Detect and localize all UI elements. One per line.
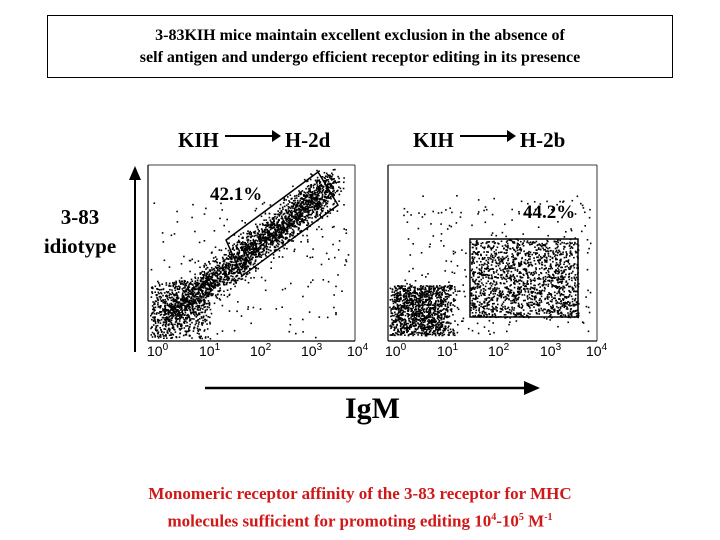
y-axis-arrow-head-icon bbox=[129, 166, 141, 180]
footer-note: Monomeric receptor affinity of the 3-83 … bbox=[40, 482, 680, 534]
panel1-arrow-icon bbox=[224, 130, 281, 143]
x-tick-label: 102 bbox=[488, 342, 510, 359]
panel1-to-label: H-2d bbox=[284, 128, 331, 152]
y-axis-line-2: idiotype bbox=[43, 234, 117, 258]
x-tick-label: 100 bbox=[385, 342, 407, 359]
x-axis-arrow-head-icon bbox=[524, 381, 540, 395]
panel1-gate-percent: 42.1% bbox=[210, 184, 263, 205]
footer-dash: -10 bbox=[496, 511, 519, 531]
footer-unit: M bbox=[523, 511, 545, 531]
footer-exp-3: -1 bbox=[544, 512, 553, 523]
panel2-gate bbox=[469, 238, 579, 318]
footer-line-2-text: molecules sufficient for promoting editi… bbox=[167, 511, 492, 531]
y-axis-label: 3-83 idiotype bbox=[30, 203, 130, 261]
title-line-2: self antigen and undergo efficient recep… bbox=[139, 49, 581, 66]
footer-line-1: Monomeric receptor affinity of the 3-83 … bbox=[148, 484, 572, 503]
panel1-flow-label: KIH H-2d bbox=[178, 128, 330, 153]
footer-exp-1: 4 bbox=[491, 512, 497, 523]
panel1-from-label: KIH bbox=[178, 128, 219, 152]
x-axis-label: IgM bbox=[345, 392, 400, 425]
footer-exp-2: 5 bbox=[518, 512, 524, 523]
x-tick-label: 103 bbox=[301, 342, 323, 359]
x-tick-label: 100 bbox=[147, 342, 169, 359]
x-tick-label: 101 bbox=[437, 342, 459, 359]
title-line-1: 3-83KIH mice maintain excellent exclusio… bbox=[155, 27, 565, 44]
panel2-arrow-icon bbox=[459, 130, 516, 143]
panel1-dot-cloud bbox=[150, 168, 350, 340]
panel1-frame bbox=[147, 164, 356, 342]
y-axis-line-1: 3-83 bbox=[60, 205, 100, 229]
x-tick-label: 101 bbox=[199, 342, 221, 359]
panel2-from-label: KIH bbox=[413, 128, 454, 152]
panel2-dot-cloud bbox=[389, 195, 592, 337]
x-tick-labels: 100 100 101 101 102 102 103 103 104 104 bbox=[147, 342, 608, 359]
x-tick-label: 103 bbox=[540, 342, 562, 359]
footer-line-2: molecules sufficient for promoting editi… bbox=[40, 506, 680, 534]
x-tick-label: 104 bbox=[586, 342, 608, 359]
panel2-frame bbox=[387, 164, 598, 342]
x-tick-label: 102 bbox=[250, 342, 272, 359]
panel2-to-label: H-2b bbox=[519, 128, 566, 152]
panel1-gate bbox=[225, 170, 339, 278]
panel2-flow-label: KIH H-2b bbox=[413, 128, 565, 153]
panel2-gate-percent: 44.2% bbox=[523, 202, 576, 223]
title-box: 3-83KIH mice maintain excellent exclusio… bbox=[47, 15, 673, 78]
x-tick-label: 104 bbox=[347, 342, 369, 359]
